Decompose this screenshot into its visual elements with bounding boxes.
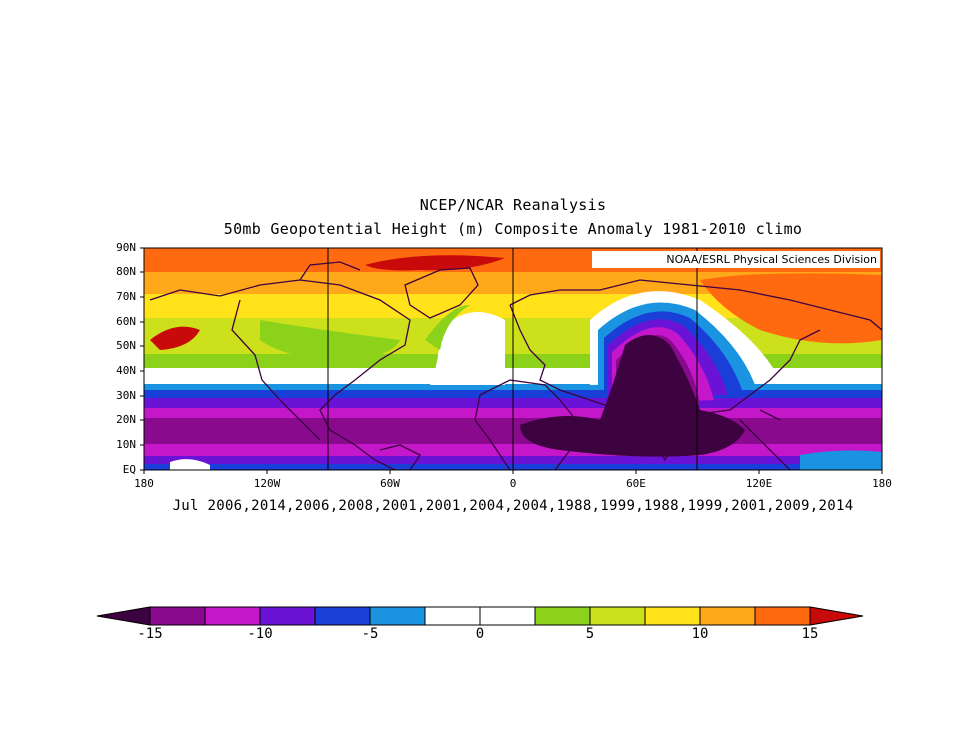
green-atlantic-edge [425,305,470,350]
greenland-outline [404,267,479,319]
colorbar-tick: -10 [247,626,273,642]
credit-label: NOAA/ESRL Physical Sciences Division [592,251,880,268]
red-patch-arctic [365,255,505,271]
lon-tick: 120W [253,477,281,490]
min-center [520,335,745,457]
colorbar-tick: -15 [137,626,163,642]
colorbar-segment [149,606,206,626]
blue-east-eq [800,450,882,470]
lon-tick: 180 [134,477,154,490]
colorbar-segment [754,606,811,626]
white-pacific-south [170,459,210,470]
title-line-2: 50mb Geopotential Height (m) Composite A… [223,220,803,238]
colorbar-segment [424,606,481,626]
africa-outline [474,379,581,470]
colorbar-tick: 10 [691,626,709,642]
colorbar-segment [589,606,646,626]
lat-tick: 50N [116,339,136,352]
lon-tick: 0 [509,477,517,490]
colorbar-arrow-low [96,606,151,626]
white-atlantic [430,312,505,385]
eurasia-outline [509,279,882,421]
colorbar-segment [369,606,426,626]
red-patch-alaska [150,326,200,350]
colorbar-segment [314,606,371,626]
colorbar-segment [534,606,591,626]
lon-tick: 180 [872,477,892,490]
lat-tick: 30N [116,389,136,402]
green-patch-canada [260,320,400,362]
lat-tick: 60N [116,315,136,328]
lon-tick: 60E [626,477,646,490]
colorbar-segment [699,606,756,626]
title-line-1: NCEP/NCAR Reanalysis [419,196,607,214]
lat-tick: EQ [122,463,136,476]
colorbar-tick: 5 [585,626,595,642]
india-outline [639,419,691,462]
colorbar-tick: 0 [475,626,485,642]
south-america-outline [379,444,421,470]
colorbar-segment [479,606,536,626]
lat-tick: 10N [116,438,136,451]
colorbar-arrow-high [809,606,864,626]
lat-tick: 80N [116,265,136,278]
lat-tick: 20N [116,413,136,426]
north-america-outline [149,261,411,470]
colorbar-tick: -5 [361,626,379,642]
colorbar-segment [204,606,261,626]
lon-tick: 120E [745,477,773,490]
se-asia-outline [739,409,791,470]
composite-dates: Jul 2006,2014,2006,2008,2001,2001,2004,2… [172,498,854,514]
lat-tick: 40N [116,364,136,377]
colorbar-segment [644,606,701,626]
colorbar-segment [259,606,316,626]
lat-tick: 90N [116,241,136,254]
colorbar-tick: 15 [801,626,819,642]
lon-tick: 60W [380,477,400,490]
lat-tick: 70N [116,290,136,303]
